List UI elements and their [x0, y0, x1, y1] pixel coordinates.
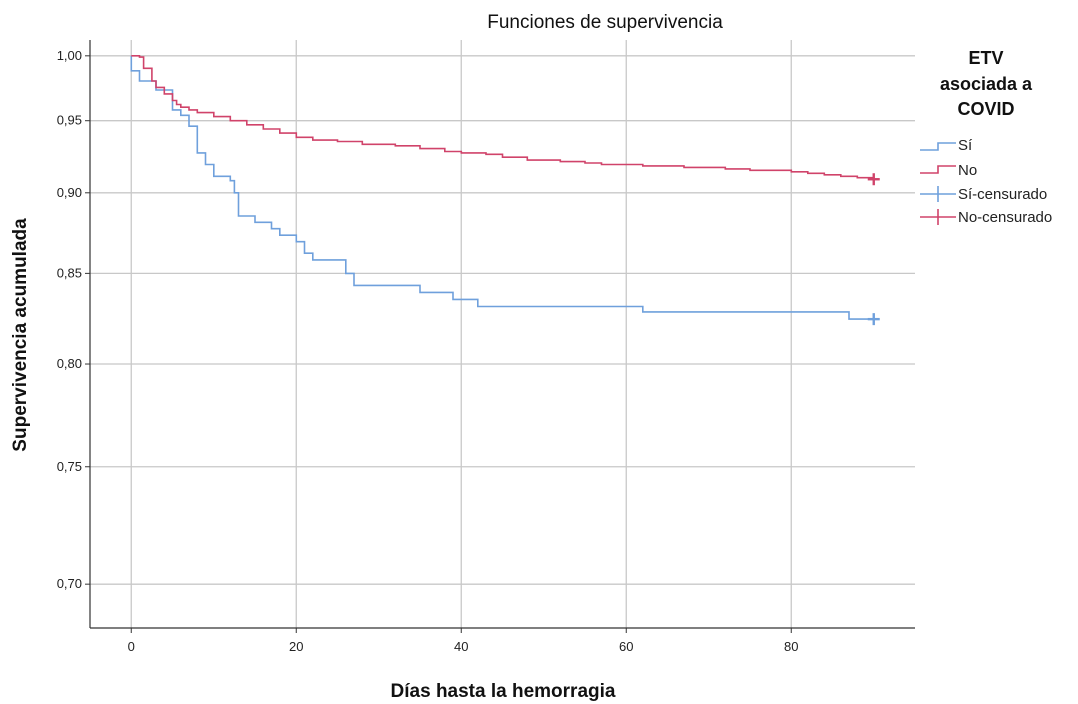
legend-entry-si-censurado: Sí-censurado	[958, 186, 1047, 203]
x-tick-label-2: 40	[454, 639, 468, 654]
legend-swatch-si	[920, 142, 956, 151]
legend-swatch-si-censurado	[920, 186, 956, 202]
series-line-si	[130, 55, 874, 320]
chart-title: Funciones de supervivencia	[487, 12, 723, 33]
y-axis-label: Supervivencia acumulada	[10, 218, 31, 452]
censor-mark-si-0	[867, 313, 880, 326]
y-tick-label-4: 0,90	[57, 185, 82, 200]
axes	[85, 40, 915, 633]
y-tick-label-0: 0,70	[57, 576, 82, 591]
legend-swatch-no-censurado	[920, 209, 956, 225]
legend-title-line-3: COVID	[957, 99, 1014, 119]
y-tick-label-3: 0,85	[57, 265, 82, 280]
y-tick-label-2: 0,80	[57, 356, 82, 371]
series-line-no	[131, 55, 875, 180]
legend-entry-no-censurado: No-censurado	[958, 209, 1052, 226]
legend: ETV asociada a COVID Sí No Sí-censurado …	[920, 48, 1052, 226]
legend-entry-no: No	[958, 162, 977, 179]
x-tick-label-3: 60	[619, 639, 633, 654]
x-axis-label: Días hasta la hemorragia	[391, 681, 616, 702]
x-tick-label-0: 0	[128, 639, 135, 654]
legend-title-line-1: ETV	[968, 48, 1003, 68]
x-tick-label-4: 80	[784, 639, 798, 654]
legend-title-line-2: asociada a	[940, 74, 1033, 94]
grid	[90, 40, 915, 628]
series-group	[130, 55, 880, 326]
x-tick-label-1: 20	[289, 639, 303, 654]
tick-labels: 0 20 40 60 80 0,70 0,75 0,80 0,85 0,90 0,95 1,00	[57, 48, 799, 654]
y-tick-label-6: 1,00	[57, 48, 82, 63]
y-tick-label-1: 0,75	[57, 459, 82, 474]
y-tick-label-5: 0,95	[57, 113, 82, 128]
legend-entry-si: Sí	[958, 137, 973, 154]
censor-mark-no-0	[867, 173, 880, 186]
legend-swatch-no	[920, 165, 956, 174]
